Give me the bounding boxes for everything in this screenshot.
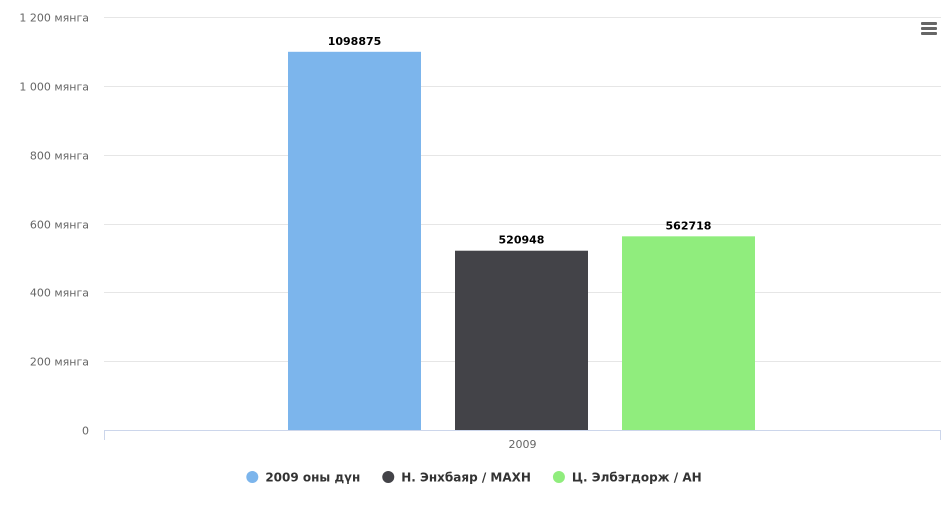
x-tick-label: 2009 [509,438,537,451]
y-tick-label: 1 000 мянга [19,81,89,94]
x-axis: 2009 [104,430,941,451]
y-tick-label: 200 мянга [30,356,89,369]
y-axis-ticks: 0 200 мянга 400 мянга 600 мянга 800 мянга 1 0… [19,12,89,438]
y-tick-label: 400 мянга [30,287,89,300]
legend-marker [382,471,395,483]
legend-label: 2009 оны дүн [265,471,360,485]
data-label: 562718 [666,219,712,232]
legend: 2009 оны дүн Н. Энхбаяр / МАХН Ц. Элбэгдор… [246,471,702,485]
grid-lines [104,17,941,362]
y-tick-label: 800 мянга [30,150,89,163]
legend-label: Ц. Элбэгдорж / АН [572,471,702,485]
bar[interactable] [622,236,755,430]
y-tick-label: 0 [82,425,89,438]
data-label: 520948 [499,234,545,247]
legend-item[interactable]: Н. Энхбаяр / МАХН [382,471,531,485]
bars [288,51,755,430]
y-tick-label: 600 мянга [30,219,89,232]
legend-item[interactable]: 2009 оны дүн [246,471,360,485]
legend-marker [552,471,565,483]
data-label: 1098875 [328,35,382,48]
bar[interactable] [455,250,588,430]
legend-marker [246,471,259,483]
hamburger-menu-icon[interactable] [917,18,941,40]
y-tick-label: 1 200 мянга [19,12,89,25]
data-labels: 1098875 520948 562718 [328,35,712,247]
bar[interactable] [288,51,421,430]
legend-label: Н. Энхбаяр / МАХН [401,471,531,485]
legend-item[interactable]: Ц. Элбэгдорж / АН [552,471,702,485]
